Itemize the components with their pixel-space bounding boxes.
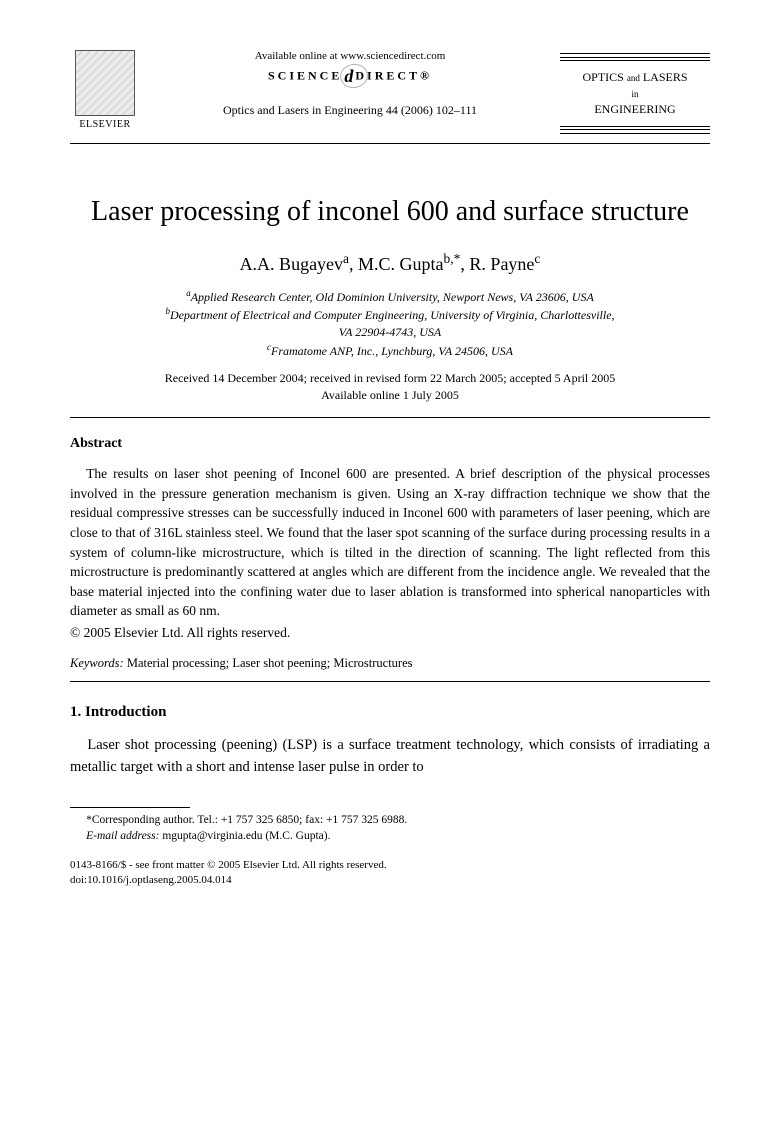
keywords-label: Keywords: bbox=[70, 656, 124, 670]
jt-and: and bbox=[627, 73, 640, 83]
page: ELSEVIER Available online at www.science… bbox=[0, 0, 780, 929]
footnote: *Corresponding author. Tel.: +1 757 325 … bbox=[70, 812, 710, 844]
affil-b: bDepartment of Electrical and Computer E… bbox=[70, 305, 710, 341]
email-label: E-mail address: bbox=[86, 830, 159, 842]
sd-left: SCIENCE bbox=[268, 68, 342, 82]
jt-lasers: LASERS bbox=[643, 70, 688, 84]
keywords: Keywords: Material processing; Laser sho… bbox=[70, 656, 710, 671]
article-dates: Received 14 December 2004; received in r… bbox=[70, 370, 710, 404]
journal-reference: Optics and Lasers in Engineering 44 (200… bbox=[150, 103, 550, 118]
journal-title-box: OPTICS and LASERS in ENGINEERING bbox=[560, 50, 710, 137]
affil-a: aApplied Research Center, Old Dominion U… bbox=[70, 287, 710, 306]
authors: A.A. Bugayeva, M.C. Guptab,*, R. Paynec bbox=[70, 251, 710, 275]
email-address: mgupta@virginia.edu (M.C. Gupta). bbox=[159, 830, 330, 842]
sciencedirect-logo: SCIENCEdDIRECT® bbox=[150, 66, 550, 87]
abstract-body: The results on laser shot peening of Inc… bbox=[70, 464, 710, 621]
doi-block: 0143-8166/$ - see front matter © 2005 El… bbox=[70, 858, 710, 889]
center-header: Available online at www.sciencedirect.co… bbox=[140, 50, 560, 118]
affiliations: aApplied Research Center, Old Dominion U… bbox=[70, 287, 710, 360]
header-rule bbox=[70, 143, 710, 144]
keywords-text: Material processing; Laser shot peening;… bbox=[124, 656, 413, 670]
jt-optics: OPTICS bbox=[582, 70, 623, 84]
article-title: Laser processing of inconel 600 and surf… bbox=[70, 194, 710, 229]
journal-title: OPTICS and LASERS in ENGINEERING bbox=[560, 63, 710, 124]
footnote-rule bbox=[70, 807, 190, 808]
jt-in: in bbox=[631, 89, 638, 99]
corresponding-author: *Corresponding author. Tel.: +1 757 325 … bbox=[70, 812, 710, 828]
header-row: ELSEVIER Available online at www.science… bbox=[70, 50, 710, 137]
email-line: E-mail address: mgupta@virginia.edu (M.C… bbox=[70, 828, 710, 844]
section-1-heading: 1. Introduction bbox=[70, 704, 710, 721]
jt-eng: ENGINEERING bbox=[594, 102, 675, 116]
elsevier-tree-icon bbox=[75, 50, 135, 116]
doi-line: doi:10.1016/j.optlaseng.2005.04.014 bbox=[70, 873, 710, 888]
front-matter-line: 0143-8166/$ - see front matter © 2005 El… bbox=[70, 858, 710, 873]
available-online-text: Available online at www.sciencedirect.co… bbox=[150, 50, 550, 62]
sd-at-icon: d bbox=[344, 66, 353, 87]
online-line: Available online 1 July 2005 bbox=[70, 387, 710, 404]
abstract-top-rule bbox=[70, 417, 710, 418]
publisher-name: ELSEVIER bbox=[79, 119, 130, 130]
abstract-copyright: © 2005 Elsevier Ltd. All rights reserved… bbox=[70, 623, 710, 643]
publisher-block: ELSEVIER bbox=[70, 50, 140, 130]
section-1-body: Laser shot processing (peening) (LSP) is… bbox=[70, 735, 710, 779]
received-line: Received 14 December 2004; received in r… bbox=[70, 370, 710, 387]
abstract-bottom-rule bbox=[70, 681, 710, 682]
abstract-heading: Abstract bbox=[70, 436, 710, 452]
affil-c: cFramatome ANP, Inc., Lynchburg, VA 2450… bbox=[70, 341, 710, 360]
